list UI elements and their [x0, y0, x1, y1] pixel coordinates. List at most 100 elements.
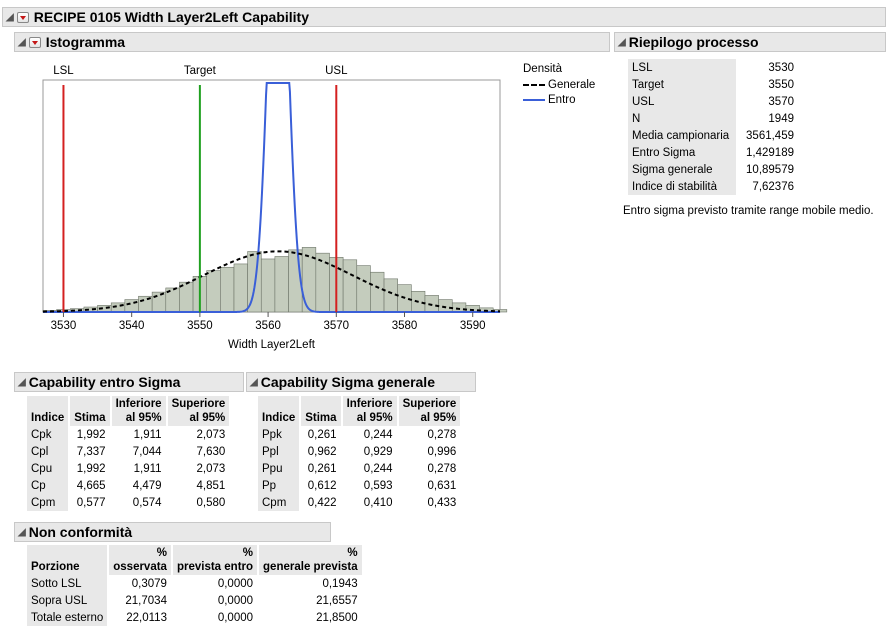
row-label: Sotto LSL	[27, 575, 110, 592]
table-cell: 0,261	[300, 460, 343, 477]
histogram-bar	[356, 265, 371, 313]
summary-row: Entro Sigma 1,429189	[628, 144, 798, 161]
table-row: Cpl 7,337 7,044 7,630	[27, 443, 232, 460]
report-header: ◢ RECIPE 0105 Width Layer2Left Capabilit…	[2, 7, 886, 27]
table-cell: 2,073	[166, 460, 232, 477]
summary-label: LSL	[628, 59, 736, 76]
table-row: Cpk 1,992 1,911 2,073	[27, 426, 232, 443]
table-cell: 1,911	[110, 426, 168, 443]
summary-label: Entro Sigma	[628, 144, 736, 161]
table-cell: 0,278	[397, 460, 463, 477]
summary-label: Sigma generale	[628, 161, 736, 178]
red-triangle-menu-icon[interactable]	[28, 36, 41, 48]
row-label: Cp	[27, 477, 71, 494]
histogram-bar	[233, 263, 248, 313]
table-cell: 0,1943	[258, 575, 364, 592]
x-tick-label: 3550	[187, 320, 213, 332]
table-cell: 0,962	[300, 443, 343, 460]
table-cell: 7,337	[69, 443, 112, 460]
cap-within-header: ◢ Capability entro Sigma	[14, 372, 244, 392]
table-cell: 0,0000	[171, 592, 260, 609]
collapse-triangle-icon[interactable]: ◢	[18, 526, 26, 538]
summary-row: Media campionaria 3561,459	[628, 127, 798, 144]
legend-item-generale: Generale	[523, 79, 595, 94]
column-header: Inferiore al 95%	[341, 396, 399, 426]
column-header: Superiore al 95%	[397, 396, 463, 426]
collapse-triangle-icon[interactable]: ◢	[6, 11, 14, 23]
summary-row: LSL 3530	[628, 59, 798, 76]
collapse-triangle-icon[interactable]: ◢	[18, 376, 26, 388]
ref-label-usl: USL	[325, 65, 348, 77]
row-label: Ppl	[258, 443, 302, 460]
table-row: Ppl 0,962 0,929 0,996	[258, 443, 463, 460]
histogram-title: Istogramma	[45, 34, 126, 50]
red-triangle-menu-icon[interactable]	[16, 11, 29, 23]
histogram-bar	[342, 259, 358, 313]
table-row: Ppu 0,261 0,244 0,278	[258, 460, 463, 477]
table-cell: 1,911	[110, 460, 168, 477]
row-label: Ppu	[258, 460, 302, 477]
table-cell: 0,612	[300, 477, 343, 494]
table-row: Cpm 0,422 0,410 0,433	[258, 494, 463, 511]
histogram-bar	[451, 302, 467, 313]
table-cell: 0,631	[397, 477, 463, 494]
nonconf-title: Non conformità	[28, 524, 133, 540]
table-cell: 0,0000	[171, 609, 260, 626]
table-cell: 22,0113	[108, 609, 173, 626]
row-label: Sopra USL	[27, 592, 110, 609]
table-cell: 7,630	[166, 443, 232, 460]
column-header: % osservata	[108, 545, 173, 575]
summary-value: 7,62376	[752, 180, 794, 193]
density-curve-entro	[43, 82, 500, 313]
cap-within-table: Indice Stima Inferiore al 95% Superiore al 95…	[27, 396, 232, 511]
column-header: % prevista entro	[171, 545, 260, 575]
nonconf-header: ◢ Non conformità	[14, 522, 331, 542]
cap-overall-table: Indice Stima Inferiore al 95% Superiore al 95…	[258, 396, 463, 511]
summary-header: ◢ Riepilogo processo	[614, 32, 886, 52]
histogram-bar	[315, 252, 330, 313]
row-label: Ppk	[258, 426, 302, 443]
histogram-bar	[260, 258, 276, 313]
density-curve-generale	[42, 250, 501, 313]
x-tick-label: 3530	[51, 320, 77, 332]
histogram-bar	[220, 266, 235, 313]
table-cell: 7,044	[110, 443, 168, 460]
histogram-bar	[274, 256, 289, 313]
table-cell: 0,929	[341, 443, 399, 460]
x-tick-label: 3560	[255, 320, 281, 332]
table-row: Cp 4,665 4,479 4,851	[27, 477, 232, 494]
x-tick-label: 3590	[460, 320, 486, 332]
summary-row: USL 3570	[628, 93, 798, 110]
table-row: Sopra USL 21,7034 0,0000 21,6557	[27, 592, 364, 609]
table-cell: 1,992	[69, 426, 112, 443]
table-cell: 0,410	[341, 494, 399, 511]
summary-label: Indice di stabilità	[628, 178, 736, 195]
column-header: % generale prevista	[258, 545, 364, 575]
cap-overall-title: Capability Sigma generale	[260, 374, 435, 390]
table-cell: 4,665	[69, 477, 112, 494]
collapse-triangle-icon[interactable]: ◢	[618, 36, 626, 48]
histogram-chart: LSL Target USL 3530 3540 3550 3560 3570 3580 3590…	[42, 65, 508, 351]
legend: Densità Generale Entro	[523, 63, 595, 109]
collapse-triangle-icon[interactable]: ◢	[250, 376, 258, 388]
table-cell: 4,479	[110, 477, 168, 494]
collapse-triangle-icon[interactable]: ◢	[18, 36, 26, 48]
x-tick-label: 3580	[392, 320, 418, 332]
summary-value: 1949	[768, 112, 794, 125]
table-row: Pp 0,612 0,593 0,631	[258, 477, 463, 494]
histogram-bar	[438, 299, 453, 313]
x-tick-label: 3570	[324, 320, 350, 332]
table-row: Cpm 0,577 0,574 0,580	[27, 494, 232, 511]
row-label: Cpm	[258, 494, 302, 511]
table-cell: 0,0000	[171, 575, 260, 592]
histogram-bar	[370, 271, 385, 313]
summary-table: LSL 3530 Target 3550 USL 3570 N 1949 Media campi…	[628, 59, 798, 195]
legend-solid-line-icon	[523, 98, 545, 101]
summary-value: 3561,459	[746, 129, 794, 142]
summary-row: Indice di stabilità 7,62376	[628, 178, 798, 195]
table-cell: 21,6557	[258, 592, 364, 609]
table-cell: 0,244	[341, 426, 399, 443]
row-label: Cpl	[27, 443, 71, 460]
report-title: RECIPE 0105 Width Layer2Left Capability	[33, 9, 309, 25]
cap-overall-header: ◢ Capability Sigma generale	[246, 372, 476, 392]
